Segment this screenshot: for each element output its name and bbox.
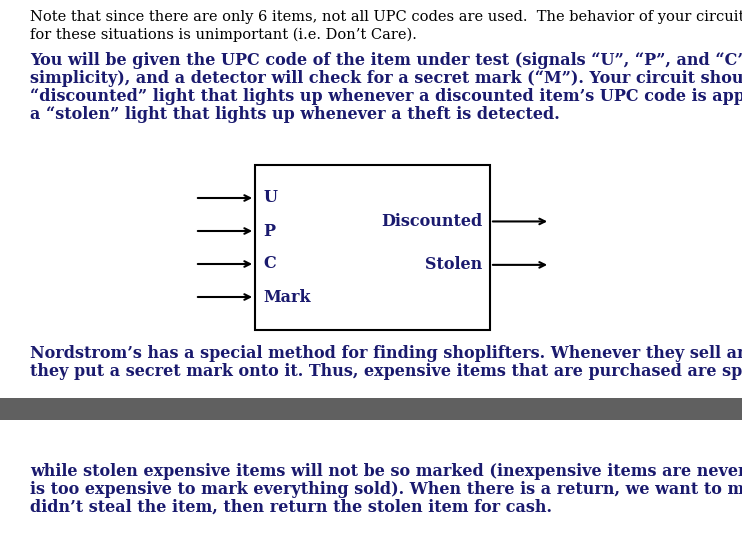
Text: Stolen: Stolen	[424, 257, 482, 273]
Text: Note that since there are only 6 items, not all UPC codes are used.  The behavio: Note that since there are only 6 items, …	[30, 10, 742, 24]
Text: is too expensive to mark everything sold). When there is a return, we want to ma: is too expensive to mark everything sold…	[30, 481, 742, 498]
Text: P: P	[263, 223, 275, 239]
Bar	[0, 398, 742, 420]
Text: “discounted” light that lights up whenever a discounted item’s UPC code is appli: “discounted” light that lights up whenev…	[30, 88, 742, 105]
Text: You will be given the UPC code of the item under test (signals “U”, “P”, and “C”: You will be given the UPC code of the it…	[30, 52, 742, 69]
Text: Nordstrom’s has a special method for finding shoplifters. Whenever they sell an : Nordstrom’s has a special method for fin…	[30, 345, 742, 362]
Text: a “stolen” light that lights up whenever a theft is detected.: a “stolen” light that lights up whenever…	[30, 106, 559, 123]
Text: for these situations is unimportant (i.e. Don’t Care).: for these situations is unimportant (i.e…	[30, 28, 417, 43]
Text: U: U	[263, 189, 277, 207]
Bar	[255, 165, 490, 330]
Text: Discounted: Discounted	[381, 213, 482, 230]
Text: Mark: Mark	[263, 289, 310, 305]
Text: C: C	[263, 255, 276, 273]
Text: didn’t steal the item, then return the stolen item for cash.: didn’t steal the item, then return the s…	[30, 499, 552, 516]
Text: simplicity), and a detector will check for a secret mark (“M”). Your circuit sho: simplicity), and a detector will check f…	[30, 70, 742, 87]
Text: they put a secret mark onto it. Thus, expensive items that are purchased are spe: they put a secret mark onto it. Thus, ex…	[30, 363, 742, 380]
Text: while stolen expensive items will not be so marked (inexpensive items are never : while stolen expensive items will not be…	[30, 463, 742, 480]
